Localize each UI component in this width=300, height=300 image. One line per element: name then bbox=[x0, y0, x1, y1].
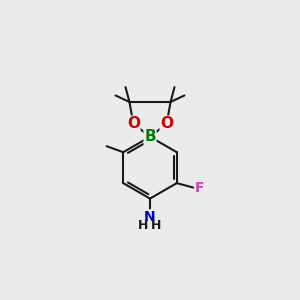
Text: N: N bbox=[144, 210, 156, 224]
Text: O: O bbox=[127, 116, 140, 131]
Text: B: B bbox=[144, 129, 156, 144]
Text: O: O bbox=[160, 116, 173, 131]
Text: F: F bbox=[195, 181, 205, 194]
Text: H: H bbox=[151, 219, 162, 232]
Text: H: H bbox=[138, 219, 149, 232]
